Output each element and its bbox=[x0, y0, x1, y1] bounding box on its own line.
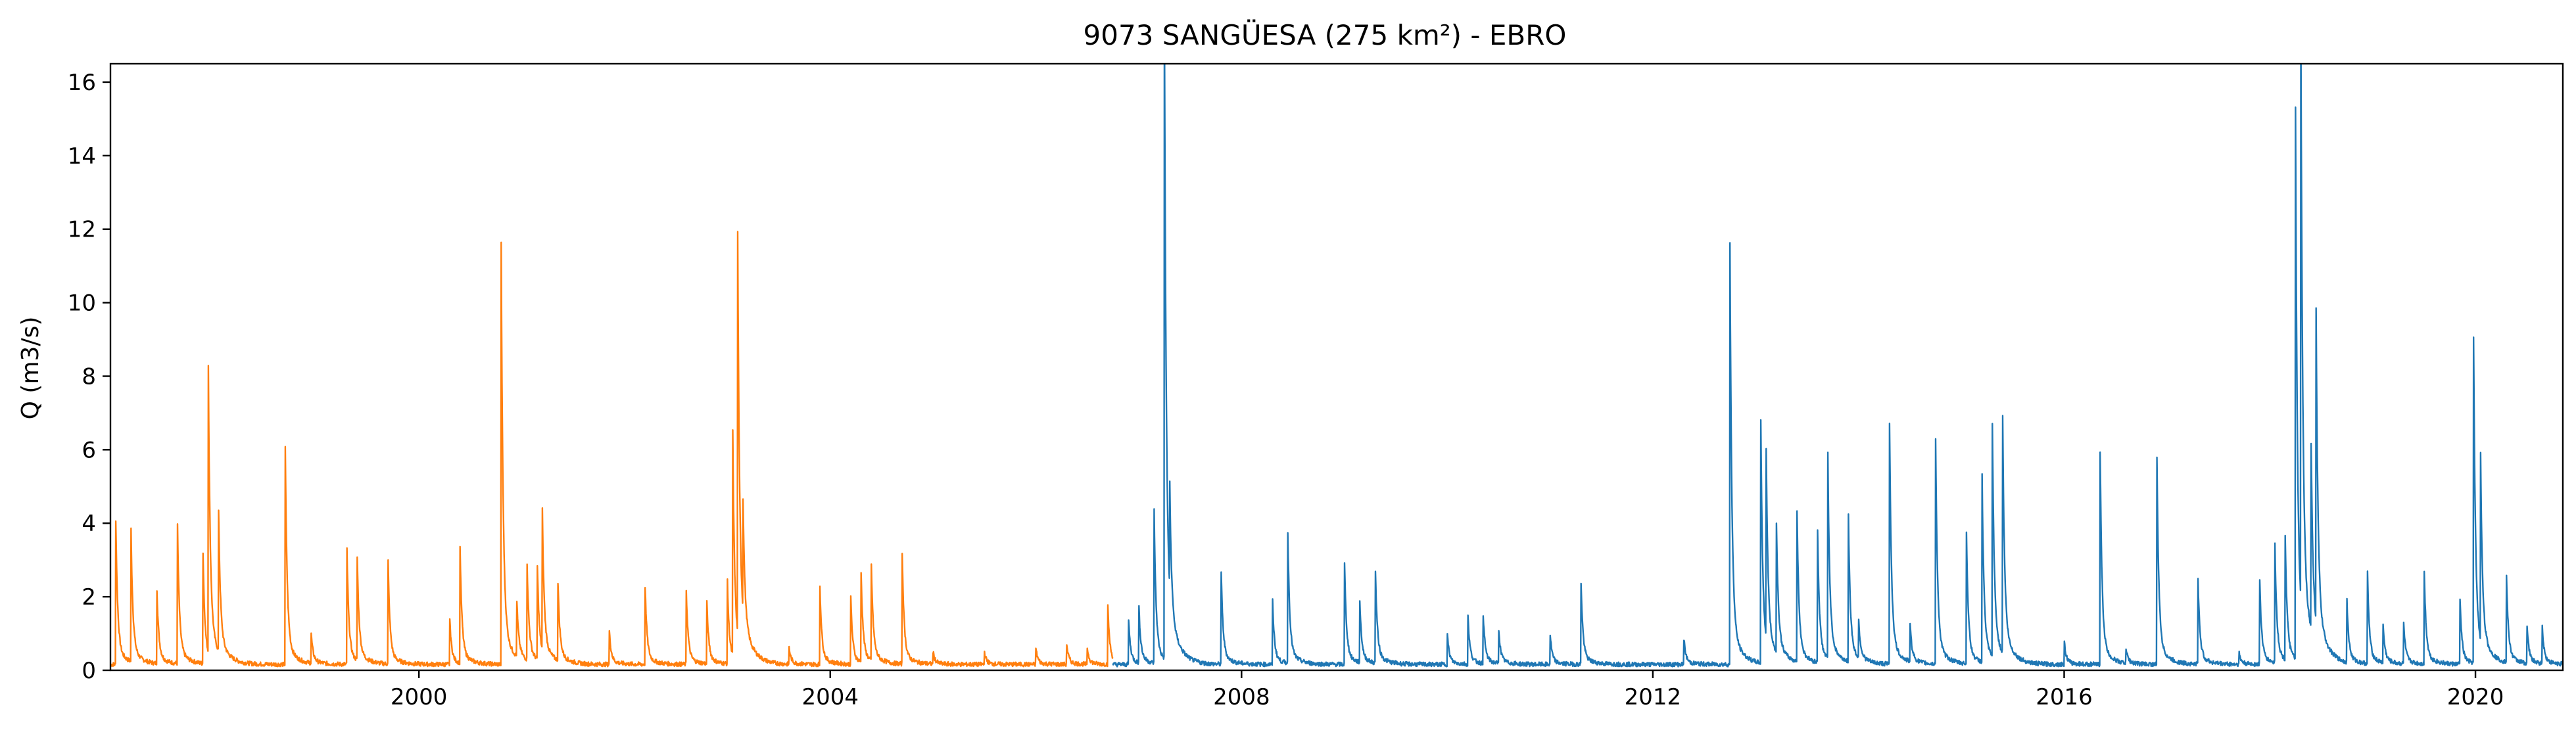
axes-layer: 0 2 4 6 8 10 12 14 16 2000 2004 2008 2012 2016 2020 bbox=[68, 62, 2564, 710]
x-tick-label: 2008 bbox=[1213, 684, 1270, 710]
series-layer bbox=[110, 64, 2563, 668]
y-tick-label: 14 bbox=[68, 143, 96, 170]
x-tick-label: 2016 bbox=[2036, 684, 2093, 710]
series-path-0 bbox=[110, 231, 1114, 668]
series-line-1 bbox=[1112, 64, 2563, 668]
series-path-1 bbox=[1112, 64, 2563, 668]
y-tick-label: 8 bbox=[82, 363, 96, 390]
y-tick-label: 0 bbox=[82, 658, 96, 684]
chart-title: 9073 SANGÜESA (275 km²) - EBRO bbox=[1084, 18, 1567, 51]
y-axis-label: Q (m3/s) bbox=[17, 317, 44, 420]
series-line-0 bbox=[110, 231, 1114, 668]
y-tick-label: 2 bbox=[82, 584, 96, 610]
plot-frame bbox=[109, 62, 2564, 672]
x-tick-label: 2020 bbox=[2447, 684, 2504, 710]
y-tick-label: 4 bbox=[82, 511, 96, 537]
y-tick-label: 12 bbox=[68, 217, 96, 243]
x-tick-label: 2004 bbox=[801, 684, 859, 710]
y-tick-label: 16 bbox=[68, 70, 96, 96]
x-tick-label: 2000 bbox=[391, 684, 448, 710]
y-tick-label: 6 bbox=[82, 437, 96, 463]
y-tick-label: 10 bbox=[68, 290, 96, 317]
x-tick-label: 2012 bbox=[1625, 684, 1682, 710]
